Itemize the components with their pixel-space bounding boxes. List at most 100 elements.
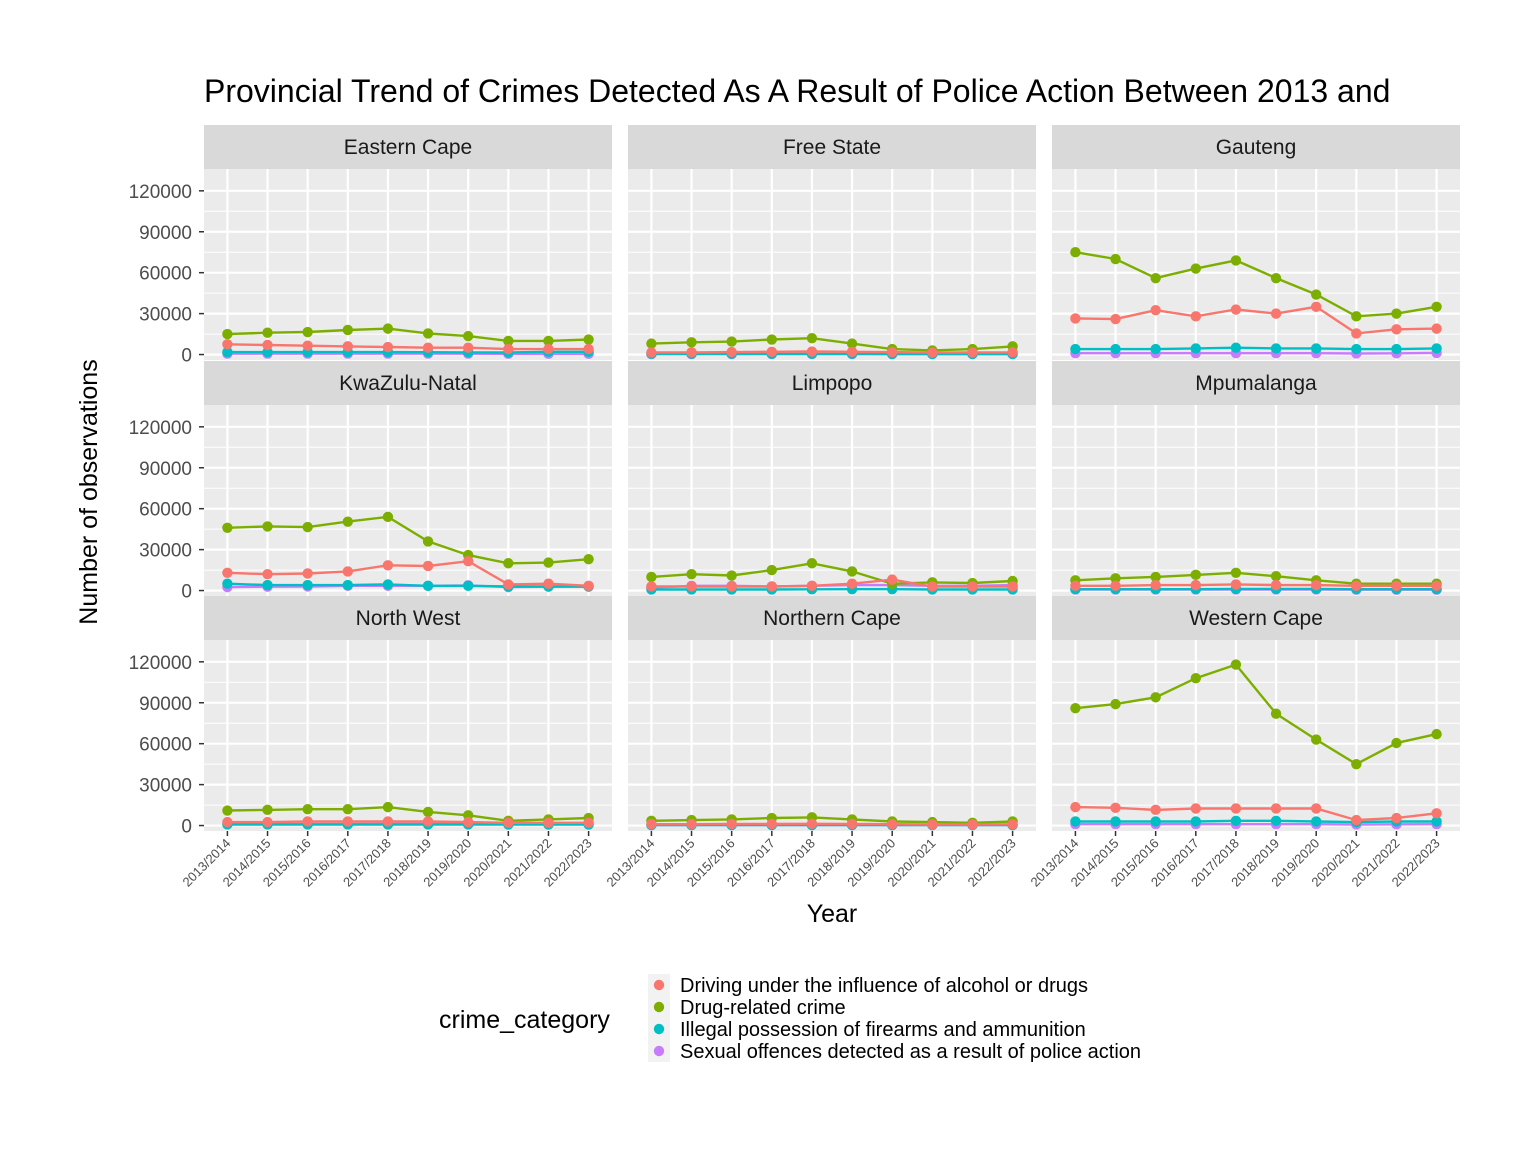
data-point [463, 580, 474, 591]
data-point [1190, 311, 1202, 322]
data-point [1351, 758, 1362, 770]
series-line [1075, 251, 1437, 318]
series-line [1075, 819, 1437, 824]
panel-north-west: North West03000060000900001200002013/201… [129, 596, 612, 890]
data-point [726, 818, 737, 830]
data-point [1190, 579, 1202, 591]
data-point [342, 324, 353, 336]
panel-free-state: Free State [628, 125, 1036, 360]
panel-western-cape: Western Cape2013/20142014/20152015/20162… [1027, 596, 1460, 890]
series-line [1075, 571, 1437, 585]
data-point [302, 521, 313, 533]
data-point [262, 339, 273, 351]
data-point [887, 346, 898, 358]
data-point [806, 332, 818, 344]
y-tick-label: 0 [181, 582, 192, 603]
data-point [382, 579, 394, 590]
data-point [1391, 812, 1402, 824]
data-point [422, 580, 434, 591]
data-point [422, 536, 434, 547]
series-drug-related-crime [222, 801, 594, 826]
data-point [846, 578, 858, 589]
series-drug-related-crime [222, 511, 594, 569]
data-point [1391, 737, 1402, 749]
series-drug-related-crime [222, 323, 594, 347]
series-line [1075, 305, 1437, 335]
series-line [1075, 351, 1437, 355]
series-driving-under-the-influence-of-alcohol-or-drugs [222, 556, 594, 591]
panel-limpopo: Limpopo [628, 361, 1036, 596]
data-point [382, 511, 394, 523]
data-point [503, 558, 514, 569]
data-point [846, 566, 858, 577]
legend-key-illegal-possession-of-firearms-and-ammunition [653, 1023, 665, 1035]
plot-background [1052, 405, 1460, 596]
data-point [543, 817, 554, 829]
y-tick-label: 30000 [139, 305, 192, 326]
series-line [1075, 583, 1437, 587]
data-point [686, 818, 697, 830]
panel-northern-cape: Northern Cape2013/20142014/20152015/2016… [603, 596, 1036, 890]
data-point [887, 818, 898, 830]
data-point [583, 553, 594, 565]
strip-free-state [628, 125, 1036, 169]
data-point [1110, 802, 1121, 814]
data-point [1070, 343, 1081, 355]
series-driving-under-the-influence-of-alcohol-or-drugs [222, 339, 594, 355]
data-point [1431, 728, 1442, 740]
series-driving-under-the-influence-of-alcohol-or-drugs [1070, 579, 1442, 591]
panel-kwazulu-natal: KwaZulu-Natal 0 30000 60000 90000 120000 [129, 361, 612, 603]
data-point [1007, 819, 1018, 830]
panel-mpumalanga: Mpumalanga [1052, 361, 1460, 596]
data-point [1311, 343, 1322, 354]
data-point [382, 323, 394, 334]
data-point [726, 570, 737, 581]
data-point [1230, 579, 1242, 590]
strip-gauteng [1052, 125, 1460, 169]
data-point [422, 328, 434, 339]
data-point [1391, 308, 1402, 319]
legend-key-sexual-offences-detected-as-a-result-of-police-action [653, 1045, 665, 1057]
data-point [927, 581, 938, 592]
series-drug-related-crime [1070, 247, 1442, 322]
strip-western-cape [1052, 596, 1460, 640]
data-point [1150, 816, 1161, 827]
data-point [302, 340, 313, 351]
data-point [1110, 698, 1121, 710]
strip-limpopo [628, 361, 1036, 405]
data-point [1070, 703, 1081, 714]
data-point [927, 347, 938, 358]
panel-gauteng: Gauteng [1052, 125, 1460, 360]
data-point [927, 819, 938, 830]
data-point [646, 571, 657, 583]
data-point [1190, 816, 1202, 827]
data-point [1311, 289, 1322, 300]
data-point [1070, 313, 1081, 324]
series-driving-under-the-influence-of-alcohol-or-drugs [1070, 301, 1442, 339]
series-line [651, 816, 1013, 825]
data-point [1230, 304, 1242, 315]
data-point [646, 347, 657, 358]
y-tick-label: 30000 [139, 541, 192, 562]
data-point [503, 335, 514, 347]
data-point [222, 328, 233, 340]
legend-label: Illegal possession of firearms and ammun… [680, 1019, 1086, 1041]
data-point [382, 801, 394, 813]
legend-label: Sexual offences detected as a result of … [680, 1041, 1141, 1063]
data-point [1070, 580, 1081, 591]
y-tick-label: 60000 [139, 500, 192, 521]
data-point [583, 343, 594, 355]
data-point [1110, 313, 1121, 325]
data-point [1230, 342, 1242, 353]
data-point [543, 578, 554, 589]
panel-eastern-cape: Eastern Cape 0 30000 60000 90000 120000 [129, 125, 612, 367]
strip-northern-cape [628, 596, 1036, 640]
y-tick-label: 90000 [139, 694, 192, 715]
y-tick-label: 120000 [129, 653, 192, 674]
data-point [222, 816, 233, 828]
data-point [686, 568, 697, 580]
data-point [422, 816, 434, 827]
data-point [766, 334, 777, 345]
y-tick-label: 90000 [139, 223, 192, 244]
data-point [1110, 580, 1121, 591]
